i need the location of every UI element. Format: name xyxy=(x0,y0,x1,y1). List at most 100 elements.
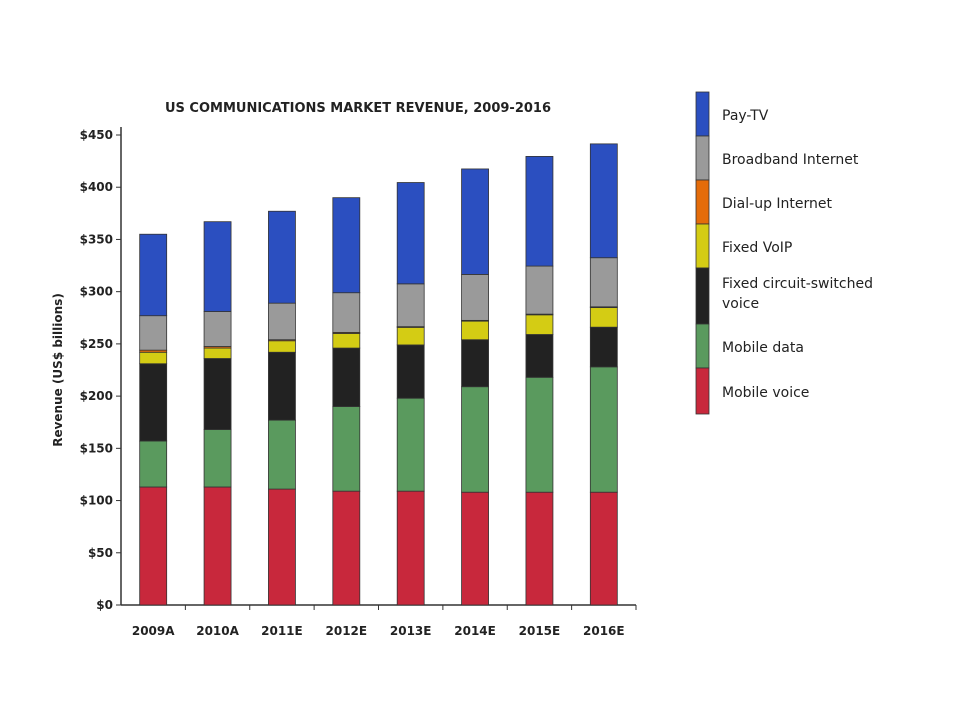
y-tick-label: $0 xyxy=(96,598,113,612)
legend-item: Fixed circuit-switched voice xyxy=(695,267,873,325)
bar-segment-mobile-voice xyxy=(461,491,489,606)
bar-segment-mobile-voice xyxy=(332,490,361,606)
legend-swatch xyxy=(695,223,710,269)
y-tick-label: $200 xyxy=(80,389,113,403)
legend-item: Mobile voice xyxy=(695,367,809,415)
bar-segment-broadband-internet xyxy=(139,315,168,351)
bar-segment-fixed-voip xyxy=(589,306,618,328)
y-tick-label: $250 xyxy=(80,337,113,351)
bar-segment-mobile-data xyxy=(268,419,296,490)
x-tick-label: 2012E xyxy=(326,624,368,638)
bar-stack-2015E xyxy=(525,156,554,606)
bar-segment-fixed-circuit-switched-voice xyxy=(396,344,425,399)
bar-segment-fixed-circuit-switched-voice xyxy=(589,326,618,368)
legend-item: Broadband Internet xyxy=(695,135,859,181)
bar-segment-mobile-data xyxy=(332,406,361,492)
bar-stack-2014E xyxy=(461,168,489,606)
bar-segment-fixed-voip xyxy=(139,351,168,365)
bar-segment-fixed-voip xyxy=(268,340,296,353)
bar-segment-mobile-voice xyxy=(396,490,425,606)
bar-segment-fixed-circuit-switched-voice xyxy=(461,339,489,388)
bar-segment-mobile-voice xyxy=(525,491,554,606)
bar-segment-pay-tv xyxy=(589,143,618,259)
bar-stack-2013E xyxy=(396,182,425,606)
x-tick-label: 2013E xyxy=(390,624,432,638)
legend-label: Mobile data xyxy=(722,340,804,356)
bar-stack-2010A xyxy=(203,221,232,606)
bar-segment-mobile-data xyxy=(203,429,232,488)
legend-swatch xyxy=(695,367,710,415)
y-tick-label: $150 xyxy=(80,441,113,455)
bar-segment-pay-tv xyxy=(461,168,489,275)
legend-swatch xyxy=(695,323,710,369)
bar-segment-fixed-circuit-switched-voice xyxy=(268,351,296,421)
bar-segment-pay-tv xyxy=(525,156,554,267)
x-tick-label: 2015E xyxy=(519,624,561,638)
x-tick-label: 2011E xyxy=(261,624,303,638)
bar-segment-fixed-voip xyxy=(203,347,232,359)
bar-stack-2012E xyxy=(332,197,361,606)
bars xyxy=(139,143,618,606)
legend-swatch xyxy=(695,179,710,225)
legend-item: Pay-TV xyxy=(695,91,769,137)
bar-segment-broadband-internet xyxy=(525,265,554,315)
bar-segment-mobile-data xyxy=(589,366,618,493)
bar-segment-fixed-circuit-switched-voice xyxy=(139,363,168,442)
bar-segment-pay-tv xyxy=(396,182,425,285)
x-tick-label: 2014E xyxy=(454,624,496,638)
bar-stack-2011E xyxy=(268,210,296,606)
axes xyxy=(120,127,636,606)
bar-segment-mobile-data xyxy=(396,397,425,492)
bar-segment-mobile-data xyxy=(525,376,554,493)
y-tick-label: $300 xyxy=(80,285,113,299)
bar-segment-fixed-voip xyxy=(332,333,361,349)
bar-segment-pay-tv xyxy=(139,233,168,317)
bar-stack-2009A xyxy=(139,233,168,606)
y-tick-label: $50 xyxy=(88,546,113,560)
x-tick-labels: 2009A 2010A 2011E 2012E 2013E 2014E 2015E 2016E xyxy=(132,605,637,638)
legend-label: Broadband Internet xyxy=(722,152,859,168)
bar-segment-broadband-internet xyxy=(332,292,361,333)
bar-segment-pay-tv xyxy=(332,197,361,294)
legend-label: Pay-TV xyxy=(722,108,769,124)
x-tick-label: 2016E xyxy=(583,624,625,638)
legend-label: Fixed circuit-switched xyxy=(722,276,873,292)
y-tick-label: $100 xyxy=(80,494,113,508)
chart-title: US COMMUNICATIONS MARKET REVENUE, 2009-2… xyxy=(165,101,551,116)
bar-segment-pay-tv xyxy=(203,221,232,312)
legend-swatch xyxy=(695,91,710,137)
x-tick-label: 2010A xyxy=(196,624,239,638)
bar-segment-fixed-circuit-switched-voice xyxy=(332,347,361,407)
bar-segment-broadband-internet xyxy=(396,283,425,328)
bar-segment-fixed-voip xyxy=(396,326,425,346)
legend-label: Dial-up Internet xyxy=(722,196,833,212)
bar-segment-broadband-internet xyxy=(589,257,618,308)
bar-segment-broadband-internet xyxy=(203,311,232,347)
legend-swatch xyxy=(695,135,710,181)
bar-segment-mobile-data xyxy=(461,386,489,493)
bar-segment-broadband-internet xyxy=(461,274,489,321)
legend-label: Mobile voice xyxy=(722,385,809,401)
bar-segment-fixed-voip xyxy=(461,320,489,341)
bar-segment-fixed-circuit-switched-voice xyxy=(525,334,554,378)
bar-segment-broadband-internet xyxy=(268,302,296,341)
legend-item: Mobile data xyxy=(695,323,804,369)
bar-stack-2016E xyxy=(589,143,618,606)
bar-segment-mobile-voice xyxy=(203,486,232,606)
legend: Pay-TV Broadband Internet Dial-up Internet… xyxy=(695,91,873,415)
x-tick-label: 2009A xyxy=(132,624,175,638)
bar-segment-mobile-voice xyxy=(268,488,296,606)
legend-label-cont: voice xyxy=(722,296,759,312)
y-tick-label: $350 xyxy=(80,232,113,246)
y-axis-label: Revenue (US$ billions) xyxy=(51,293,65,447)
legend-label: Fixed VoIP xyxy=(722,240,792,256)
y-tick-labels: $0 $50 $100 $150 $200 $250 $300 $350 $400 $450 xyxy=(80,128,121,612)
bar-segment-mobile-data xyxy=(139,440,168,488)
bar-segment-mobile-voice xyxy=(589,491,618,606)
y-tick-label: $450 xyxy=(80,128,113,142)
legend-item: Dial-up Internet xyxy=(695,179,833,225)
bar-segment-pay-tv xyxy=(268,210,296,304)
bar-segment-fixed-voip xyxy=(525,314,554,335)
legend-item: Fixed VoIP xyxy=(695,223,792,269)
